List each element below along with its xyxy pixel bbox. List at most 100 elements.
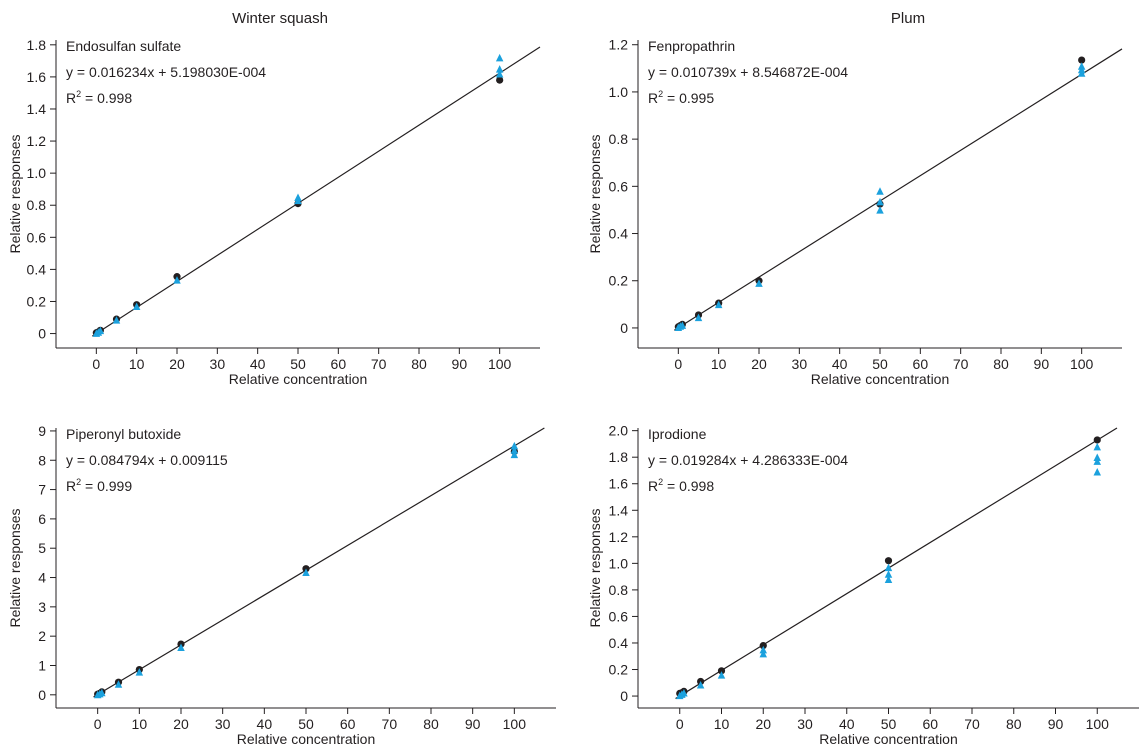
r-squared-superscript: 2 [658, 477, 663, 487]
y-axis-label: Relative responses [7, 134, 23, 253]
r-squared-symbol: R [648, 90, 658, 106]
chart-title: Endosulfan sulfate [66, 38, 181, 54]
y-axis-label: Relative responses [7, 508, 23, 627]
x-tick-label: 50 [881, 716, 897, 732]
x-tick-label: 30 [797, 716, 813, 732]
regression-line [675, 427, 1118, 700]
y-tick-label: 0.2 [609, 273, 629, 289]
data-point-triangle [510, 441, 519, 450]
x-tick-label: 20 [173, 716, 189, 732]
y-tick-label: 1 [38, 657, 46, 673]
data-point-triangle [302, 568, 310, 577]
data-point-circle [1078, 56, 1086, 64]
data-point-triangle [680, 688, 688, 697]
y-tick-label: 8 [38, 452, 46, 468]
x-tick-label: 100 [1086, 716, 1110, 732]
y-tick-label: 0.4 [609, 226, 629, 242]
r-squared-value: = 0.999 [81, 478, 132, 494]
data-point-triangle [678, 321, 687, 329]
data-point-triangle [876, 197, 884, 206]
y-tick-label: 0.6 [27, 229, 47, 245]
y-tick-label: 1.2 [27, 133, 47, 149]
chart-title: Iprodione [648, 426, 707, 442]
y-tick-label: 0.8 [609, 131, 629, 147]
data-point-triangle [495, 53, 504, 62]
data-point-triangle [112, 316, 121, 324]
y-tick-label: 6 [38, 511, 46, 527]
x-tick-label: 60 [922, 716, 938, 732]
data-point-triangle [510, 446, 519, 454]
r-squared-symbol: R [66, 478, 76, 494]
y-tick-label: 0.8 [609, 582, 629, 598]
x-tick-label: 80 [1006, 716, 1022, 732]
y-tick-label: 9 [38, 423, 46, 439]
x-tick-label: 0 [676, 716, 684, 732]
x-tick-label: 30 [210, 356, 226, 372]
data-point-triangle [717, 671, 726, 679]
x-tick-label: 60 [331, 356, 347, 372]
data-point-triangle [173, 276, 181, 284]
data-point-circle [884, 557, 893, 565]
regression-equation: y = 0.010739x + 8.546872E-004 [648, 64, 848, 80]
data-point-triangle [495, 65, 504, 73]
y-tick-label: 1.6 [609, 476, 629, 492]
data-point-triangle [876, 187, 884, 195]
x-tick-label: 90 [452, 356, 468, 372]
regression-equation: y = 0.016234x + 5.198030E-004 [66, 64, 266, 80]
x-tick-label: 100 [1070, 356, 1094, 372]
chart-title: Piperonyl butoxide [66, 426, 181, 442]
data-point-circle [496, 76, 504, 84]
data-point-triangle [114, 680, 123, 688]
y-tick-label: 1.8 [27, 37, 47, 53]
y-axis-label: Relative responses [587, 134, 603, 253]
x-tick-label: 40 [257, 716, 273, 732]
r-squared: R2 = 0.999 [66, 477, 132, 494]
y-tick-label: 0.6 [609, 178, 629, 194]
y-tick-label: 1.0 [27, 165, 47, 181]
y-tick-label: 0 [38, 326, 46, 342]
column-title-plum: Plum [890, 10, 926, 27]
r-squared-symbol: R [648, 478, 658, 494]
data-point-triangle [1093, 457, 1101, 465]
y-tick-label: 1.2 [609, 37, 629, 53]
r-squared: R2 = 0.998 [66, 89, 132, 106]
r-squared-superscript: 2 [658, 89, 663, 99]
chart-title: Fenpropathrin [648, 38, 735, 54]
y-tick-label: 1.4 [609, 502, 629, 518]
data-point-triangle [1077, 62, 1086, 70]
y-tick-label: 2 [38, 628, 46, 644]
y-tick-label: 0.6 [609, 608, 629, 624]
x-tick-label: 40 [832, 356, 848, 372]
x-tick-label: 40 [839, 716, 855, 732]
y-tick-label: 3 [38, 599, 46, 615]
x-tick-label: 30 [792, 356, 808, 372]
x-tick-label: 70 [953, 356, 969, 372]
regression-line [93, 427, 545, 698]
x-tick-label: 20 [755, 716, 771, 732]
y-tick-label: 0.4 [609, 635, 629, 651]
x-tick-label: 50 [298, 716, 314, 732]
data-point-triangle [132, 302, 141, 311]
x-tick-label: 90 [1034, 356, 1050, 372]
chart-winter-squash-endosulfan: 0 0.2 0.4 0.6 0.8 1.0 1.2 1.4 1.6 1.8 0 10 20 30 40 50 6… [7, 37, 541, 387]
data-point-triangle [96, 326, 105, 335]
data-point-triangle [876, 206, 884, 214]
y-tick-label: 1.6 [27, 69, 47, 85]
y-tick-label: 5 [38, 540, 46, 556]
chart-plum-iprodione: 0 0.2 0.4 0.6 0.8 1.0 1.2 1.4 1.6 1.8 2.0 0 10 20 30 40… [587, 423, 1139, 747]
x-tick-label: 50 [290, 356, 306, 372]
x-tick-label: 0 [674, 356, 682, 372]
y-tick-label: 1.0 [609, 84, 629, 100]
data-point-triangle [714, 300, 723, 309]
x-tick-label: 10 [711, 356, 727, 372]
data-point-triangle [755, 279, 763, 287]
y-tick-label: 0.8 [27, 197, 47, 213]
x-tick-label: 70 [964, 716, 980, 732]
y-tick-label: 1.4 [27, 101, 47, 117]
y-tick-label: 1.0 [609, 555, 629, 571]
y-tick-label: 7 [38, 482, 46, 498]
y-tick-label: 1.2 [609, 529, 629, 545]
y-tick-label: 1.8 [609, 449, 629, 465]
column-title-winter-squash: Winter squash [232, 10, 328, 27]
